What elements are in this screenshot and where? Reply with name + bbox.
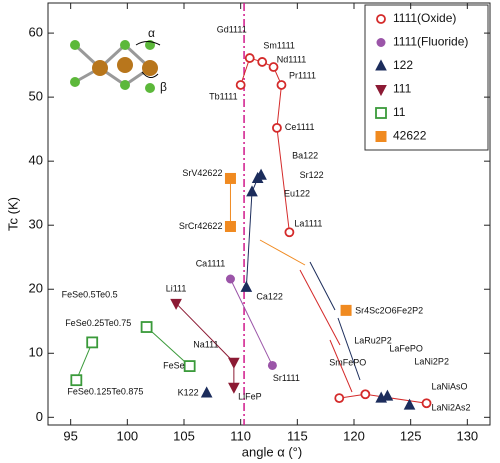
data-point	[268, 62, 279, 72]
point-label: FeSe0.25Te0.75	[65, 318, 131, 328]
inset: α β	[70, 26, 167, 94]
data-point	[267, 360, 277, 370]
x-axis-label: angle α (°)	[242, 444, 302, 459]
data-point	[360, 389, 371, 400]
x-tick-label: 120	[343, 428, 365, 443]
y-tick-label: 60	[29, 25, 43, 40]
data-point	[284, 227, 295, 238]
point-label: SmFePO	[329, 357, 366, 367]
point-label: Ca1111	[196, 258, 226, 268]
data-point	[381, 389, 394, 401]
data-point	[140, 321, 153, 333]
point-label: Nd1111	[277, 54, 307, 64]
x-tick-label: 115	[287, 428, 308, 443]
legend-marker	[376, 38, 386, 47]
data-point	[257, 57, 268, 67]
data-point	[403, 398, 416, 410]
point-label: FeSe	[163, 360, 185, 370]
data-point	[421, 398, 432, 409]
x-tick-label: 110	[230, 428, 251, 443]
data-point	[272, 122, 282, 133]
legend-label: 42622	[393, 129, 427, 143]
y-tick-label: 40	[29, 153, 43, 168]
data-point	[276, 80, 287, 90]
point-label: LaNi2As2	[432, 403, 471, 413]
data-point	[228, 382, 240, 394]
y-axis-label: Tc (K)	[5, 197, 20, 231]
x-tick-label: 95	[63, 428, 77, 443]
trend-lines	[259, 239, 361, 393]
data-point	[86, 336, 99, 349]
data-point	[224, 172, 236, 184]
y-tick-label: 50	[29, 89, 43, 104]
legend-marker	[375, 131, 387, 142]
x-tick-label: 105	[173, 428, 195, 443]
point-label: Sr1111	[273, 373, 300, 383]
y-tick-label: 0	[36, 409, 43, 424]
legend-label: 111	[393, 82, 412, 96]
point-label: Na111	[193, 340, 218, 350]
point-label: Sr4Sc2O6Fe2P2	[355, 306, 423, 316]
point-label: Li111	[166, 284, 187, 294]
connector	[245, 191, 253, 288]
data-point	[235, 80, 246, 90]
point-label: LaRu2P2	[354, 335, 392, 345]
point-label: Ce1111	[285, 122, 315, 132]
point-label: K122	[178, 387, 199, 397]
point-label: LaNi2P2	[414, 357, 449, 367]
x-tick-label: 100	[116, 428, 138, 443]
legend-marker	[375, 85, 387, 97]
data-point	[251, 171, 264, 183]
legend-label: 1111(Oxide)	[393, 11, 456, 25]
legend-label: 122	[393, 58, 413, 72]
data-point	[340, 304, 352, 316]
legend-marker	[375, 107, 387, 119]
point-label: Pr1111	[289, 70, 316, 80]
data-point	[70, 374, 83, 387]
legend-marker	[376, 14, 386, 24]
data-point	[240, 280, 253, 292]
data-point	[244, 53, 255, 63]
data-point	[224, 220, 236, 232]
point-label: Ba122	[292, 151, 318, 161]
legend-marker	[375, 59, 387, 71]
data-point	[183, 360, 196, 372]
inset-label: α	[148, 26, 155, 40]
point-label: Gd1111	[217, 24, 247, 34]
point-label: La1111	[294, 219, 322, 229]
data-point	[246, 185, 258, 197]
legend-box	[364, 4, 489, 151]
point-label: LaNiAsO	[432, 382, 468, 392]
point-label: FeSe0.5Te0.5	[62, 289, 118, 299]
connector	[146, 326, 191, 367]
point-label: Ca122	[256, 292, 283, 302]
connector	[75, 342, 93, 381]
data-point	[228, 357, 240, 369]
y-tick-label: 10	[29, 345, 43, 360]
point-label: LaFePO	[389, 344, 423, 354]
data-point	[225, 274, 235, 284]
inset-label: β	[160, 80, 167, 94]
point-label: LiFeP	[238, 392, 262, 402]
data-point	[170, 298, 182, 310]
point-label: SrV42622	[182, 168, 222, 178]
plot-frame	[47, 2, 491, 426]
point-label: Sm1111	[263, 40, 295, 50]
connector	[230, 278, 273, 366]
data-point	[200, 386, 213, 398]
x-tick-label: 125	[400, 428, 422, 443]
legend-label: 1111(Fluoride)	[393, 35, 468, 49]
y-tick-label: 30	[29, 217, 43, 232]
point-label: Eu122	[284, 188, 310, 198]
y-tick-label: 20	[29, 281, 43, 296]
data-point	[334, 393, 345, 404]
x-tick-label: 130	[456, 428, 478, 443]
point-label: FeSe0.125Te0.875	[67, 387, 143, 397]
legend-label: 11	[393, 105, 406, 119]
point-label: Tb1111	[209, 91, 238, 101]
point-label: SrCr42622	[179, 221, 223, 231]
point-label: Sr122	[300, 170, 324, 180]
